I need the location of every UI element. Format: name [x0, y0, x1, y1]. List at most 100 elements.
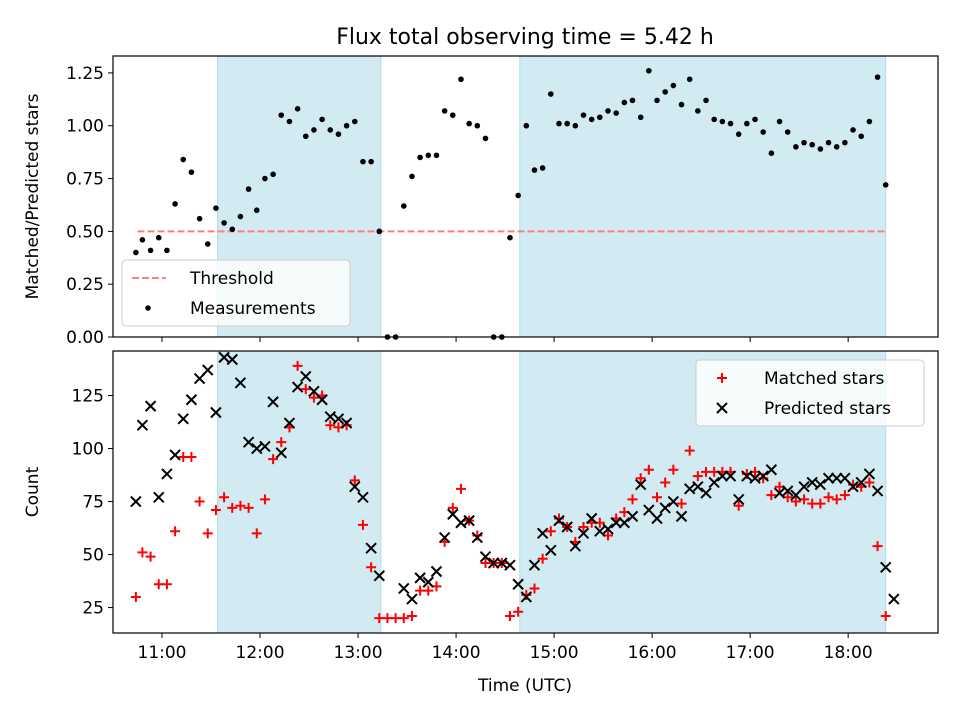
predicted-point: [888, 593, 900, 605]
matched-point: [733, 500, 744, 511]
predicted-point: [479, 550, 492, 563]
legend: Matched stars Predicted stars: [695, 359, 925, 427]
predicted-point: [349, 480, 361, 493]
predicted-point: [463, 514, 475, 527]
predicted-point: [275, 447, 287, 459]
measurement-point: [588, 116, 595, 123]
predicted-point: [749, 472, 761, 484]
predicted-point: [136, 419, 149, 431]
y-tick-label: 50: [82, 546, 104, 566]
measurement-point: [825, 139, 832, 146]
measurement-point: [809, 141, 816, 148]
matched-point: [161, 579, 172, 590]
measurement-point: [237, 213, 244, 220]
predicted-point: [675, 510, 688, 523]
legend-predicted-swatch: [716, 402, 728, 414]
measurement-point: [425, 152, 432, 159]
predicted-point: [283, 417, 296, 429]
predicted-point: [634, 478, 647, 491]
measurement-point: [172, 201, 178, 207]
y-tick-label: 125: [72, 387, 104, 407]
measurement-point: [221, 220, 227, 226]
matched-point: [145, 551, 156, 562]
measurement-point: [278, 112, 285, 118]
predicted-point: [169, 449, 181, 461]
predicted-point: [414, 572, 426, 584]
matched-point: [660, 477, 671, 488]
predicted-point: [202, 364, 214, 376]
matched-point: [186, 452, 197, 463]
predicted-point: [185, 394, 198, 406]
matched-point: [823, 492, 834, 503]
measurement-point: [180, 156, 187, 163]
measurement-point: [376, 228, 383, 235]
axes-frame: [112, 55, 939, 338]
matched-point: [692, 471, 703, 482]
predicted-point: [130, 495, 142, 508]
x-tick-label: 11:00: [138, 643, 187, 663]
matched-point: [219, 492, 230, 503]
legend-box: [121, 259, 351, 327]
predicted-point: [806, 476, 818, 489]
predicted-point: [218, 351, 230, 364]
matched-point: [259, 494, 270, 505]
matched-point: [864, 477, 875, 488]
predicted-point: [234, 377, 247, 389]
measurement-point: [572, 122, 579, 129]
matched-point: [243, 502, 254, 513]
measurement-point: [605, 108, 611, 114]
measurement-point: [466, 120, 472, 127]
measurement-point: [637, 114, 644, 121]
matched-point: [235, 500, 246, 511]
matched-point: [227, 502, 238, 513]
y-tick-label: 100: [72, 440, 104, 460]
x-axis-label: Time (UTC): [477, 676, 572, 696]
measurement-point: [302, 133, 309, 140]
predicted-point: [732, 493, 745, 506]
measurement-point: [531, 167, 538, 173]
predicted-point: [659, 502, 671, 514]
matched-point: [652, 492, 663, 503]
predicted-point: [373, 570, 385, 582]
predicted-point: [300, 370, 312, 383]
predicted-point: [406, 593, 418, 605]
predicted-point: [692, 480, 704, 493]
measurement-point: [311, 127, 317, 133]
measurement-point: [858, 133, 865, 140]
predicted-point: [610, 517, 622, 529]
matched-point: [668, 464, 679, 475]
matched-point: [210, 505, 221, 516]
measurement-point: [188, 169, 195, 176]
matched-point: [325, 420, 336, 431]
matched-point: [268, 454, 279, 465]
predicted-point: [496, 557, 508, 569]
measurement-point: [245, 186, 252, 192]
measurement-point: [482, 135, 489, 142]
x-tick-label: 15:00: [530, 643, 579, 663]
measurement-point: [597, 114, 603, 121]
predicted-point: [422, 576, 435, 588]
matched-point: [790, 496, 801, 507]
measurement-point: [866, 118, 873, 125]
measurement-point: [744, 120, 750, 127]
predicted-point: [267, 396, 279, 408]
measurement-point: [735, 131, 742, 137]
measurement-point: [133, 249, 139, 256]
predicted-point: [177, 413, 189, 425]
x-tick-label: 13:00: [334, 643, 383, 663]
predicted-point: [455, 517, 467, 529]
measurement-point: [662, 89, 668, 95]
predicted-point: [242, 436, 255, 448]
measurement-point: [417, 154, 423, 161]
predicted-point: [520, 591, 533, 603]
matched-point: [635, 473, 646, 484]
predicted-point: [545, 544, 557, 557]
predicted-point: [324, 411, 336, 423]
measurement-point: [670, 82, 677, 89]
y-tick-label: 0.75: [66, 170, 104, 190]
predicted-point: [259, 440, 271, 453]
predicted-point: [781, 485, 794, 497]
measurement-point: [539, 165, 546, 171]
measurement-point: [343, 122, 350, 129]
legend-label: Matched stars: [764, 369, 884, 389]
